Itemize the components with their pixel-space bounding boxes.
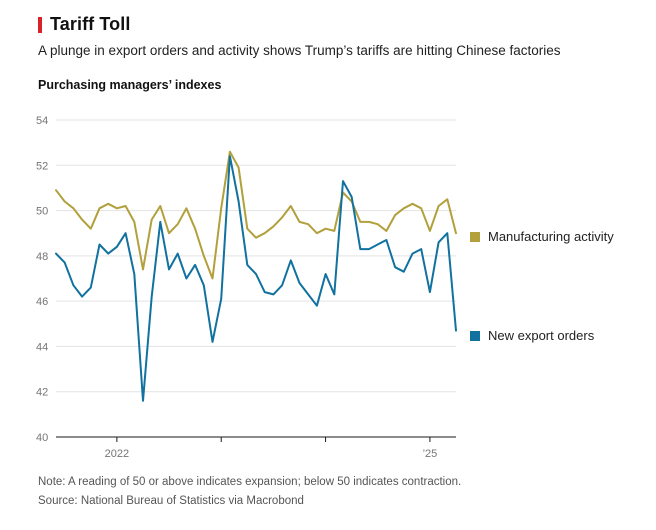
new-export-orders-swatch-icon: [470, 330, 480, 341]
legend-manufacturing-activity: Manufacturing activity: [470, 229, 614, 244]
footnote: Note: A reading of 50 or above indicates…: [38, 476, 462, 488]
y-tick-label: 48: [36, 251, 48, 263]
legend-label-manufacturing-activity: Manufacturing activity: [488, 229, 614, 244]
y-tick-label: 44: [36, 341, 48, 353]
y-tick-label: 54: [36, 115, 48, 127]
page-title: Tariff Toll: [50, 14, 131, 34]
pmi-line-chart: 40 42 44 46 48 50 52 54 2022 ’25: [36, 115, 457, 460]
title-row: Tariff Toll: [38, 14, 638, 35]
legend-new-export-orders: New export orders: [470, 328, 594, 343]
source-line: Source: National Bureau of Statistics vi…: [38, 495, 304, 507]
x-tick-label: 2022: [105, 448, 129, 460]
y-tick-label: 50: [36, 206, 48, 218]
title-accent-bar: [38, 16, 42, 33]
page-subtitle: A plunge in export orders and activity s…: [38, 43, 561, 58]
manufacturing-activity-swatch-icon: [470, 231, 480, 242]
y-tick-label: 40: [36, 432, 48, 444]
header: Tariff Toll A plunge in export orders an…: [38, 14, 638, 58]
y-tick-label: 42: [36, 387, 48, 399]
y-tick-label: 46: [36, 296, 48, 308]
y-tick-label: 52: [36, 160, 48, 172]
x-tick-label: ’25: [423, 448, 438, 460]
series-line-new-export-orders: [55, 155, 457, 402]
series-line-manufacturing-activity: [55, 150, 457, 280]
legend-label-new-export-orders: New export orders: [488, 328, 595, 343]
chart-kicker: Purchasing managers’ indexes: [38, 78, 222, 92]
